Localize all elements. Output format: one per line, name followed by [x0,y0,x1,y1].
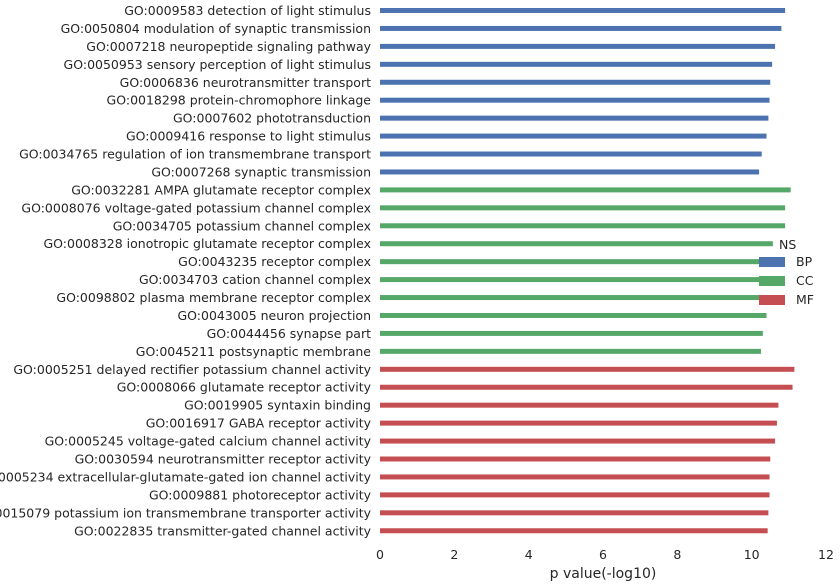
category-label: GO:0005245 voltage-gated calcium channel… [45,434,372,449]
category-label: GO:0043005 neuron projection [177,308,371,323]
bar-bp [380,79,771,85]
legend: NS BP CC MF [759,237,814,307]
category-label: GO:0019905 syntaxin binding [184,398,371,413]
legend-label-mf: MF [796,292,814,307]
category-label: GO:0030594 neurotransmitter receptor act… [75,452,372,467]
x-axis-title: p value(-log10) [550,566,657,582]
category-label: GO:0044456 synapse part [207,326,371,341]
category-label: GO:0008328 ionotropic glutamate receptor… [44,236,372,251]
bar-mf [380,474,770,480]
bar-mf [380,528,768,534]
category-label: GO:0007602 phototransduction [173,111,371,126]
category-label: GO:0005234 extracellular-glutamate-gated… [0,469,372,484]
bar-cc [380,223,786,229]
bar-cc [380,330,763,336]
category-label: GO:0034765 regulation of ion transmembra… [19,147,371,162]
bar-cc [380,348,761,354]
x-tick-label: 12 [818,547,834,562]
bar-bp [380,169,760,175]
category-label: GO:0008066 glutamate receptor activity [117,380,372,395]
bar-bp [380,43,776,49]
category-label: GO:0009583 detection of light stimulus [124,3,371,18]
x-tick-label: 0 [376,547,384,562]
x-tick-label: 10 [744,547,760,562]
bar-mf [380,456,771,462]
x-tick-label: 8 [673,547,681,562]
legend-swatch-mf [759,295,785,305]
category-label: GO:0034705 potassium channel complex [113,218,371,233]
category-label: GO:0034703 cation channel complex [139,272,371,287]
category-label: GO:0043235 receptor complex [178,254,371,269]
bar-mf [380,438,776,444]
category-label: GO:0045211 postsynaptic membrane [136,344,372,359]
category-labels: GO:0009583 detection of light stimulus GO… [0,3,372,538]
category-label: GO:0007268 synaptic transmission [151,164,371,179]
x-tick-label: 4 [525,547,533,562]
legend-swatch-bp [759,257,785,267]
bar-bp [380,151,762,157]
category-label: GO:0050953 sensory perception of light s… [64,57,371,72]
x-tick-label: 2 [450,547,458,562]
x-axis: 0 2 4 6 8 10 12 [376,547,834,562]
bar-mf [380,366,795,372]
bar-mf [380,492,770,498]
x-tick-label: 6 [599,547,607,562]
bar-bp [380,61,773,67]
bar-mf [380,402,779,408]
bar-mf [380,384,793,390]
bar-bp [380,133,767,139]
bar-bp [380,8,786,13]
category-label: GO:0009416 response to light stimulus [126,129,371,144]
legend-label-bp: BP [796,254,813,269]
category-label: GO:0009881 photoreceptor activity [149,487,372,502]
bar-cc [380,277,769,283]
bar-bp [380,115,769,121]
bar-mf [380,510,769,516]
category-label: GO:0008076 voltage-gated potassium chann… [21,200,371,215]
plot-area [380,8,795,534]
category-label: GO:0005251 delayed rectifier potassium c… [13,362,371,377]
legend-title: NS [779,237,796,252]
legend-swatch-cc [759,276,785,286]
category-label: GO:0018298 protein-chromophore linkage [107,93,372,108]
category-label: GO:0007218 neuropeptide signaling pathwa… [86,39,371,54]
bar-bp [380,97,770,103]
bar-mf [380,420,777,426]
category-label: GO:0022835 transmitter-gated channel act… [74,523,371,538]
bar-bp [380,25,782,31]
bar-cc [380,187,791,193]
category-label: GO:0032281 AMPA glutamate receptor compl… [71,182,371,197]
category-label: GO:0050804 modulation of synaptic transm… [61,21,371,36]
category-label: GO:0016917 GABA receptor activity [146,416,372,431]
bar-cc [380,312,767,318]
legend-label-cc: CC [796,273,814,288]
bar-cc [380,295,767,301]
bar-cc [380,205,786,211]
bar-cc [380,241,773,247]
bar-cc [380,259,771,265]
category-label: GO:0006836 neurotransmitter transport [120,75,371,90]
category-label: GO:0015079 potassium ion transmembrane t… [0,505,372,520]
category-label: GO:0098802 plasma membrane receptor comp… [56,290,371,305]
